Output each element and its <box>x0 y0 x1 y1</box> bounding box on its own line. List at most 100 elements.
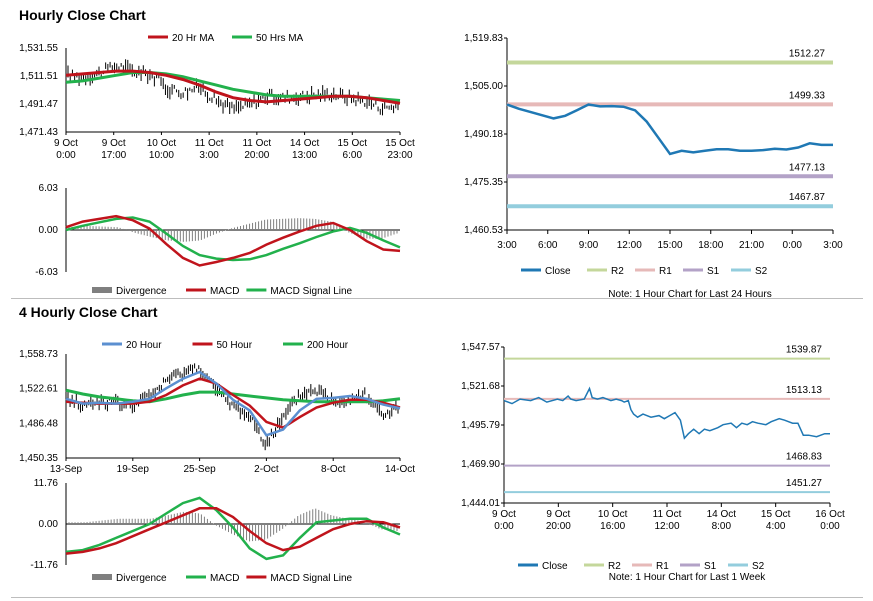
y-tick-label: 1,471.43 <box>19 127 58 138</box>
legend-label: S2 <box>755 266 768 277</box>
legend-label: R1 <box>659 266 672 277</box>
macd-signal-line <box>65 216 401 262</box>
hourly-price-chart: 1,531.551,511.511,491.471,471.439 Oct0:0… <box>19 33 415 161</box>
legend-label: R2 <box>608 561 621 572</box>
level-label-r2: 1539.87 <box>786 345 823 356</box>
x-tick-label: 10:00 <box>149 150 174 161</box>
ma20-line <box>65 370 401 437</box>
y-tick-label: 1,522.61 <box>19 384 58 395</box>
x-tick-label: 15 Oct <box>338 138 368 149</box>
level-label-s2: 1451.27 <box>786 478 823 489</box>
legend-label: 50 Hrs MA <box>256 33 304 44</box>
macd-line <box>65 496 401 561</box>
y-tick-label: 1,450.35 <box>19 453 58 464</box>
hourly-24h-close-chart: 1,519.83 1,505.00 1,490.18 1,475.35 1,460.53… <box>464 33 843 300</box>
x-tick-label: 15:00 <box>657 240 682 251</box>
legend-label: S2 <box>752 561 765 572</box>
x-tick-label: 14 Oct <box>290 138 320 149</box>
ma20-line <box>65 69 401 105</box>
x-tick-label: 11 Oct <box>242 138 271 149</box>
hourly-section-title: Hourly Close Chart <box>19 7 146 23</box>
section-divider <box>11 298 863 299</box>
legend-label: Close <box>545 266 571 277</box>
y-tick-label: 0.00 <box>39 519 59 530</box>
legend-label: R2 <box>611 266 624 277</box>
four-hourly-section-title: 4 Hourly Close Chart <box>19 304 158 320</box>
y-tick-label: 1,475.35 <box>464 177 503 188</box>
y-tick-label: 1,505.00 <box>464 81 503 92</box>
x-tick-label: 0:00 <box>56 150 76 161</box>
y-tick-label: 1,491.47 <box>19 99 58 110</box>
x-tick-label: 13-Sep <box>50 464 83 475</box>
y-tick-label: 1,511.51 <box>20 71 59 82</box>
x-tick-label: 8-Oct <box>321 464 346 475</box>
x-tick-label: 9 Oct <box>102 138 126 149</box>
x-tick-label: 20:00 <box>244 150 269 161</box>
x-tick-label: 14 Oct <box>707 509 737 520</box>
x-tick-label: 10 Oct <box>147 138 177 149</box>
legend-label: 20 Hr MA <box>172 33 215 44</box>
x-tick-label: 9:00 <box>579 240 599 251</box>
y-tick-label: -11.76 <box>30 560 58 571</box>
legend-label: S1 <box>707 266 720 277</box>
x-tick-label: 12:00 <box>617 240 642 251</box>
x-tick-label: 8:00 <box>712 521 732 532</box>
x-tick-label: 0:00 <box>783 240 803 251</box>
x-tick-label: 23:00 <box>387 150 412 161</box>
x-tick-label: 11 Oct <box>653 509 682 520</box>
level-label-s1: 1468.83 <box>786 452 823 463</box>
x-tick-label: 15 Oct <box>385 138 415 149</box>
legend-label: 200 Hour <box>307 340 349 351</box>
four-hourly-macd-chart: 11.76 0.00 -11.76 Divergence MACD MACD Signal… <box>30 478 401 584</box>
legend-label: 50 Hour <box>217 340 253 351</box>
chart-note: Note: 1 Hour Chart for Last 24 Hours <box>608 289 771 300</box>
y-tick-label: 0.00 <box>39 225 59 236</box>
x-tick-label: 21:00 <box>739 240 764 251</box>
y-tick-label: 1,486.48 <box>19 418 58 429</box>
x-tick-label: 9 Oct <box>492 509 516 520</box>
y-tick-label: 1,531.55 <box>19 43 58 54</box>
y-tick-label: -6.03 <box>35 267 58 278</box>
level-label-s2: 1467.87 <box>789 192 826 203</box>
x-tick-label: 6:00 <box>538 240 558 251</box>
y-tick-label: 1,495.79 <box>461 420 500 431</box>
legend-swatch <box>92 287 112 293</box>
x-tick-label: 20:00 <box>546 521 571 532</box>
x-tick-label: 6:00 <box>343 150 363 161</box>
level-label-r2: 1512.27 <box>789 48 826 59</box>
x-tick-label: 3:00 <box>823 240 843 251</box>
chart-note: Note: 1 Hour Chart for Last 1 Week <box>609 572 767 583</box>
macd-signal-line <box>65 507 401 555</box>
x-tick-label: 11 Oct <box>195 138 224 149</box>
x-tick-label: 15 Oct <box>761 509 791 520</box>
y-tick-label: 11.76 <box>34 478 59 489</box>
close-line <box>503 386 830 440</box>
y-tick-label: 1,460.53 <box>464 225 503 236</box>
x-tick-label: 2-Oct <box>254 464 279 475</box>
y-tick-label: 6.03 <box>39 183 59 194</box>
legend-label: MACD Signal Line <box>270 286 352 297</box>
bottom-divider <box>11 597 863 598</box>
legend-label: S1 <box>704 561 717 572</box>
y-tick-label: 1,490.18 <box>464 129 503 140</box>
legend-label: 20 Hour <box>126 340 162 351</box>
x-tick-label: 18:00 <box>698 240 723 251</box>
x-tick-label: 25-Sep <box>183 464 216 475</box>
legend-label: R1 <box>656 561 669 572</box>
x-tick-label: 16:00 <box>600 521 625 532</box>
x-tick-label: 10 Oct <box>598 509 628 520</box>
y-tick-label: 1,547.57 <box>461 342 500 353</box>
legend-label: Divergence <box>116 573 167 584</box>
legend-swatch <box>92 574 112 580</box>
legend-label: Close <box>542 561 568 572</box>
level-label-r1: 1513.13 <box>786 385 823 396</box>
x-tick-label: 16 Oct <box>815 509 845 520</box>
x-tick-label: 9 Oct <box>54 138 78 149</box>
level-label-r1: 1499.33 <box>789 90 826 101</box>
legend-label: MACD Signal Line <box>270 573 352 584</box>
x-tick-label: 19-Sep <box>117 464 150 475</box>
x-tick-label: 9 Oct <box>546 509 570 520</box>
y-tick-label: 1,558.73 <box>19 349 58 360</box>
x-tick-label: 4:00 <box>766 521 786 532</box>
